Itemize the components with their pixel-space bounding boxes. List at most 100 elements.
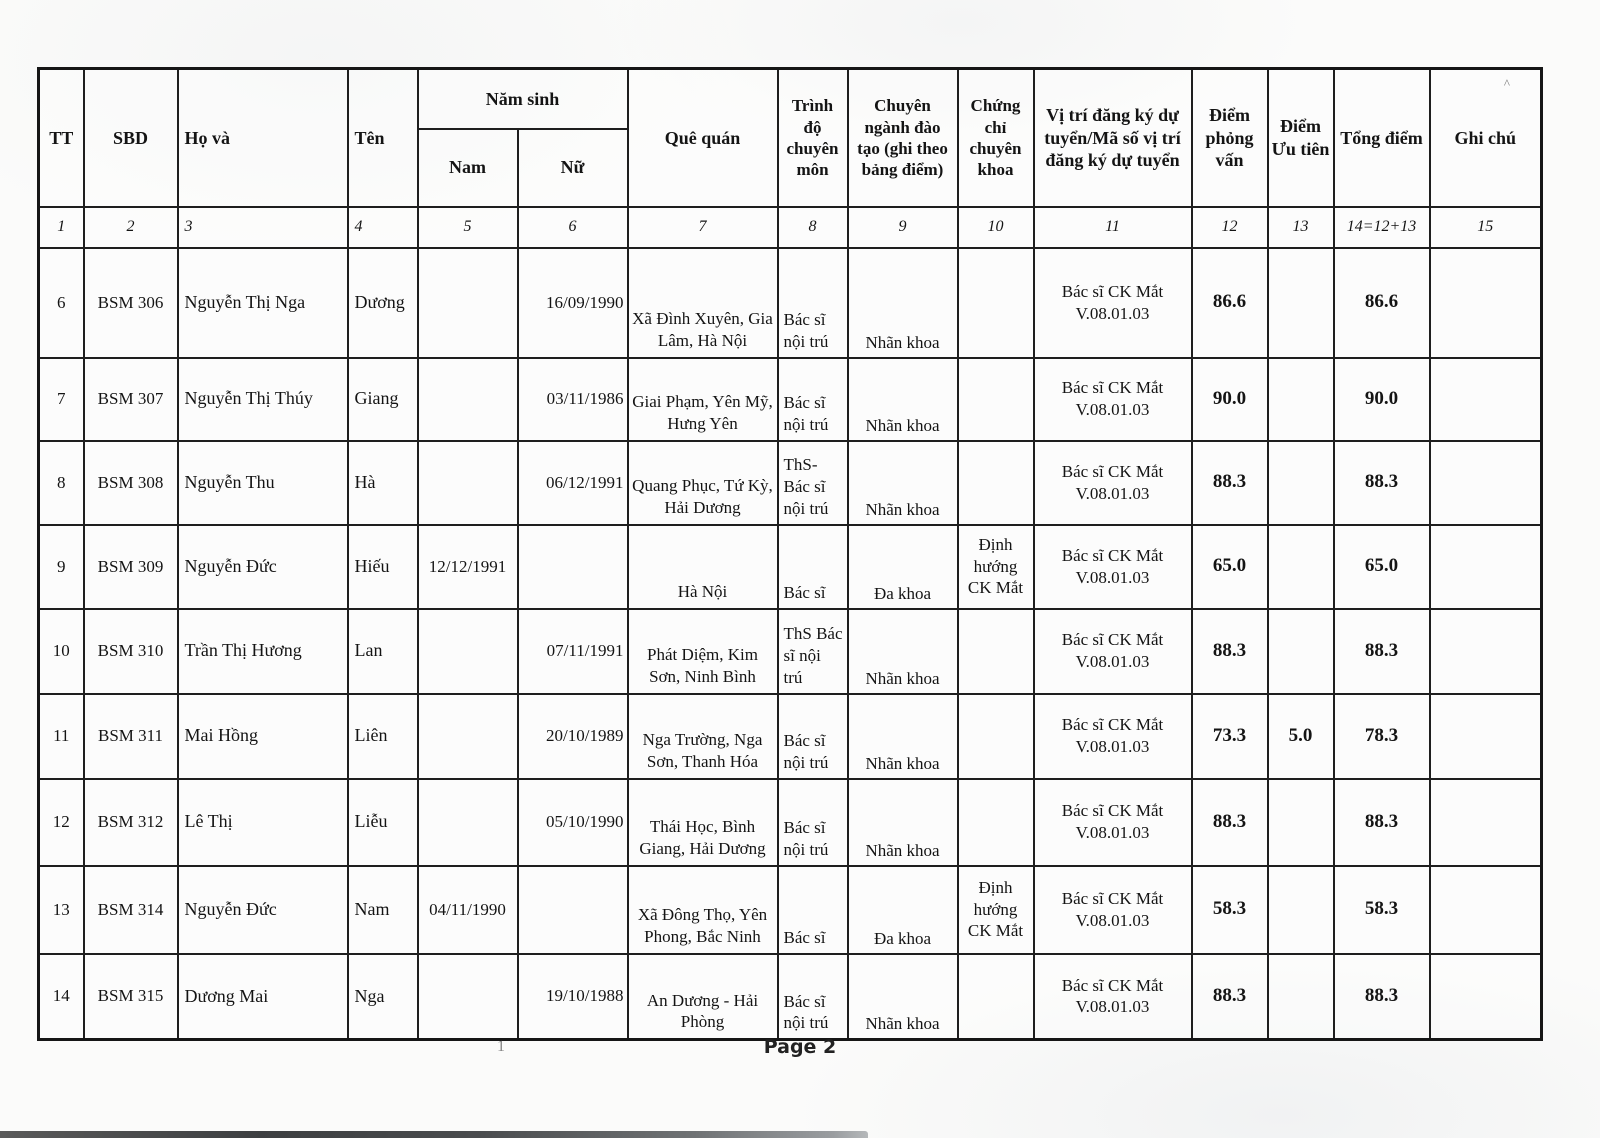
cell-ghi-chu [1428, 692, 1543, 780]
table-row: 7 BSM 307 Nguyễn Thị Thúy Giang 03/11/1986 Gi… [37, 356, 1543, 442]
cell-nu: 16/09/1990 [516, 246, 629, 359]
cell-nu: 03/11/1986 [516, 356, 629, 442]
column-number: 5 [416, 205, 519, 249]
column-number: 12 [1190, 205, 1269, 249]
cell-que-quan: Quang Phục, Tứ Kỳ, Hải Dương [626, 439, 779, 526]
table-row: 13 BSM 314 Nguyễn Đức Nam 04/11/1990 Xã Đông … [37, 864, 1543, 955]
cell-diem-pv: 88.3 [1190, 607, 1269, 695]
cell-nam [416, 607, 519, 695]
cell-sbd: BSM 306 [82, 246, 179, 359]
cell-chuyen-nganh: Nhãn khoa [846, 692, 959, 780]
table-row: 9 BSM 309 Nguyễn Đức Hiếu 12/12/1991 Hà Nội Bá… [37, 523, 1543, 610]
cell-ho-va: Nguyễn Thu [176, 439, 349, 526]
table-row: 8 BSM 308 Nguyễn Thu Hà 06/12/1991 Quang Phục… [37, 439, 1543, 526]
column-number: 4 [346, 205, 419, 249]
cell-vi-tri: Bác sĩ CK Mắt V.08.01.03 [1032, 246, 1193, 359]
cell-tt: 8 [37, 439, 85, 526]
cell-ghi-chu [1428, 864, 1543, 955]
cell-ten: Liễu [346, 777, 419, 867]
cell-diem-ut [1266, 356, 1335, 442]
cell-nu: 05/10/1990 [516, 777, 629, 867]
cell-nu: 20/10/1989 [516, 692, 629, 780]
cell-ghi-chu [1428, 356, 1543, 442]
cell-diem-pv: 88.3 [1190, 439, 1269, 526]
cell-tong-diem: 78.3 [1332, 692, 1431, 780]
scan-artifact-mark: 1 [497, 1038, 505, 1055]
cell-ho-va: Dương Mai [176, 952, 349, 1041]
cell-tt: 10 [37, 607, 85, 695]
cell-diem-ut: 5.0 [1266, 692, 1335, 780]
cell-nam: 04/11/1990 [416, 864, 519, 955]
cell-diem-ut [1266, 607, 1335, 695]
cell-que-quan: Xã Đông Thọ, Yên Phong, Bắc Ninh [626, 864, 779, 955]
header-diem-phong-van: Điểm phỏng vấn [1190, 67, 1269, 208]
cell-vi-tri: Bác sĩ CK Mắt V.08.01.03 [1032, 777, 1193, 867]
cell-que-quan: Giai Phạm, Yên Mỹ, Hưng Yên [626, 356, 779, 442]
cell-vi-tri: Bác sĩ CK Mắt V.08.01.03 [1032, 864, 1193, 955]
column-number: 2 [82, 205, 179, 249]
cell-diem-ut [1266, 952, 1335, 1041]
cell-tt: 6 [37, 246, 85, 359]
cell-vi-tri: Bác sĩ CK Mắt V.08.01.03 [1032, 356, 1193, 442]
cell-tt: 12 [37, 777, 85, 867]
cell-ho-va: Mai Hồng [176, 692, 349, 780]
cell-que-quan: Hà Nội [626, 523, 779, 610]
cell-diem-pv: 90.0 [1190, 356, 1269, 442]
cell-diem-pv: 58.3 [1190, 864, 1269, 955]
cell-tt: 13 [37, 864, 85, 955]
cell-diem-pv: 86.6 [1190, 246, 1269, 359]
cell-diem-ut [1266, 246, 1335, 359]
cell-chung-chi [956, 607, 1035, 695]
cell-tong-diem: 88.3 [1332, 607, 1431, 695]
header-nu: Nữ [516, 127, 629, 208]
cell-nam [416, 246, 519, 359]
cell-tong-diem: 90.0 [1332, 356, 1431, 442]
cell-vi-tri: Bác sĩ CK Mắt V.08.01.03 [1032, 523, 1193, 610]
cell-nam [416, 952, 519, 1041]
cell-trinh-do: Bác sĩ [776, 864, 849, 955]
column-number: 3 [176, 205, 349, 249]
cell-tt: 7 [37, 356, 85, 442]
cell-chung-chi [956, 439, 1035, 526]
cell-trinh-do: Bác sĩ [776, 523, 849, 610]
cell-ho-va: Nguyễn Thị Nga [176, 246, 349, 359]
header-ten: Tên [346, 67, 419, 208]
cell-chung-chi: Định hướng CK Mắt [956, 523, 1035, 610]
header-sbd: SBD [82, 67, 179, 208]
cell-nu [516, 864, 629, 955]
cell-sbd: BSM 308 [82, 439, 179, 526]
cell-tong-diem: 88.3 [1332, 952, 1431, 1041]
cell-sbd: BSM 310 [82, 607, 179, 695]
header-nam: Nam [416, 127, 519, 208]
cell-sbd: BSM 307 [82, 356, 179, 442]
header-vi-tri: Vị trí đăng ký dự tuyển/Mã số vị trí đăn… [1032, 67, 1193, 208]
cell-tt: 9 [37, 523, 85, 610]
cell-ten: Nam [346, 864, 419, 955]
cell-nam [416, 439, 519, 526]
cell-ghi-chu [1428, 777, 1543, 867]
cell-ghi-chu [1428, 439, 1543, 526]
cell-ten: Nga [346, 952, 419, 1041]
cell-sbd: BSM 309 [82, 523, 179, 610]
cell-tong-diem: 58.3 [1332, 864, 1431, 955]
cell-ho-va: Nguyễn Đức [176, 523, 349, 610]
table-body: 6 BSM 306 Nguyễn Thị Nga Dương 16/09/1990 Xã … [37, 246, 1543, 1041]
table-row: 11 BSM 311 Mai Hồng Liên 20/10/1989 Nga Trườn… [37, 692, 1543, 780]
cell-chung-chi: Định hướng CK Mắt [956, 864, 1035, 955]
table-header: TT SBD Họ và Tên Năm sinh Quê quán Trình… [37, 67, 1543, 249]
header-nam-sinh: Năm sinh [416, 67, 629, 130]
cell-ho-va: Nguyễn Đức [176, 864, 349, 955]
header-chung-chi: Chứng chỉ chuyên khoa [956, 67, 1035, 208]
cell-vi-tri: Bác sĩ CK Mắt V.08.01.03 [1032, 439, 1193, 526]
cell-nam [416, 777, 519, 867]
cell-tt: 14 [37, 952, 85, 1041]
column-number: 6 [516, 205, 629, 249]
cell-trinh-do: Bác sĩ nội trú [776, 356, 849, 442]
table-row: 10 BSM 310 Trần Thị Hương Lan 07/11/1991 Phát… [37, 607, 1543, 695]
header-diem-uu-tien: Điểm Ưu tiên [1266, 67, 1335, 208]
cell-chung-chi [956, 952, 1035, 1041]
cell-ghi-chu [1428, 523, 1543, 610]
table-row: 14 BSM 315 Dương Mai Nga 19/10/1988 An Dương … [37, 952, 1543, 1041]
cell-chung-chi [956, 777, 1035, 867]
header-ghi-chu: Ghi chú ^ [1428, 67, 1543, 208]
